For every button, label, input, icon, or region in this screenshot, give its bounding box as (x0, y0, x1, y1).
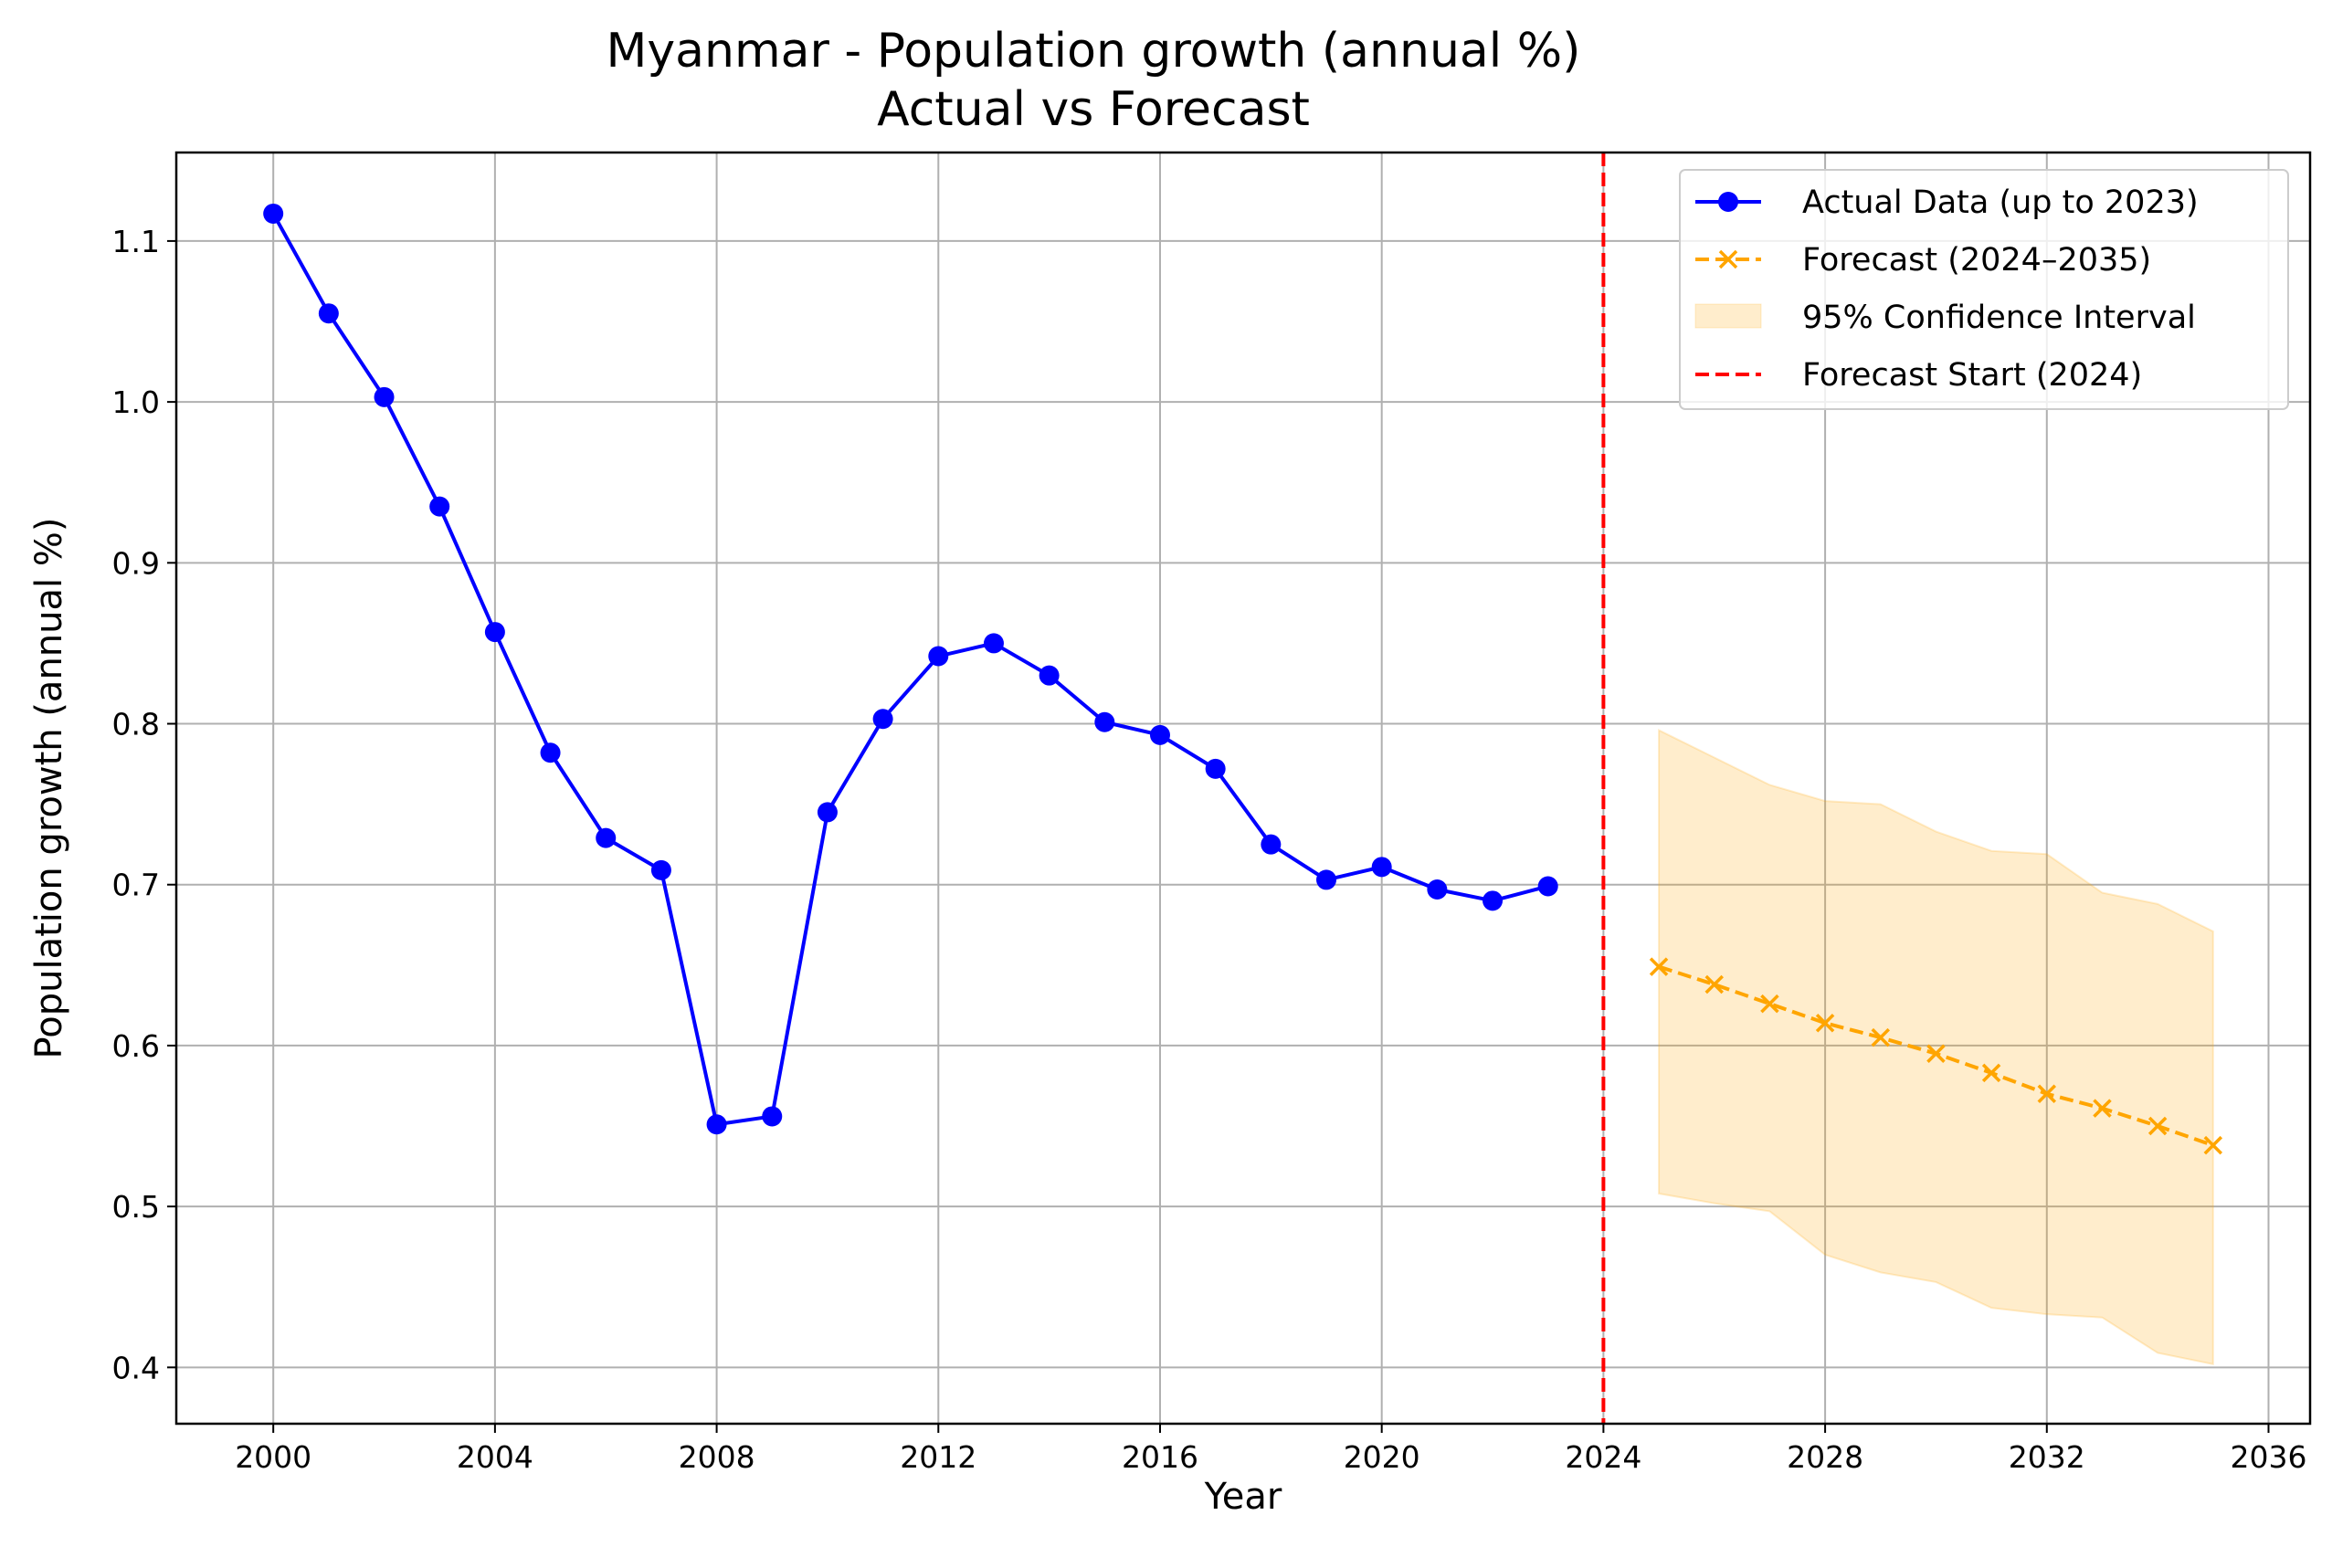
forecast-point (2203, 1135, 2223, 1155)
forecast-point (1926, 1044, 1946, 1063)
actual-point (1483, 890, 1504, 911)
actual-point (1427, 879, 1448, 900)
forecast-point (1649, 957, 1669, 976)
y-tick-label: 0.7 (112, 868, 160, 903)
legend-ci-swatch (1694, 303, 1762, 329)
actual-point (1371, 857, 1392, 878)
y-axis-ticks: 0.4 0.5 0.6 0.7 0.8 0.9 1.0 1.1 (112, 224, 176, 1385)
legend-item-forecast: Forecast (2024–2035) (1695, 242, 2151, 279)
actual-point (650, 859, 671, 880)
confidence-interval (1658, 728, 2214, 1366)
legend-item-forecast-start: Forecast Start (2024) (1695, 357, 2142, 394)
legend: Actual Data (up to 2023) Forecast (2024–… (1679, 169, 2289, 410)
actual-point (1261, 834, 1282, 855)
confidence-interval-band (1658, 728, 2214, 1366)
y-tick-label: 0.9 (112, 545, 160, 581)
x-tick-label: 2024 (1565, 1439, 1641, 1475)
plot-frame (174, 151, 2312, 1426)
forecast-point (2037, 1084, 2057, 1104)
actual-point (983, 633, 1004, 654)
x-tick-label: 2016 (1122, 1439, 1198, 1475)
actual-point (1094, 711, 1115, 732)
legend-forecast-marker-swatch (1718, 249, 1738, 269)
actual-point (263, 203, 284, 224)
actual-point (1537, 876, 1558, 897)
legend-label-ci: 95% Confidence Interval (1802, 300, 2196, 336)
actual-point (374, 386, 395, 407)
y-tick-label: 0.5 (112, 1189, 160, 1225)
forecast-point (2147, 1116, 2168, 1136)
legend-box (1679, 169, 2289, 410)
x-tick-label: 2020 (1344, 1439, 1420, 1475)
forecast-point (1815, 1014, 1835, 1033)
legend-label-forecast: Forecast (2024–2035) (1802, 242, 2151, 279)
actual-point (1149, 724, 1170, 745)
legend-label-forecast-start: Forecast Start (2024) (1802, 357, 2142, 394)
x-tick-label: 2012 (900, 1439, 976, 1475)
x-axis-label: Year (1204, 1476, 1282, 1518)
actual-point (872, 709, 893, 730)
actual-point (817, 802, 838, 823)
x-axis-ticks: 2000 2004 2008 2012 2016 2020 2024 2028 2032 2036 (235, 1424, 2306, 1475)
actual-point (762, 1106, 783, 1127)
legend-item-ci: 95% Confidence Interval (1694, 300, 2196, 336)
series-group (263, 203, 2223, 1155)
y-tick-label: 1.0 (112, 384, 160, 420)
x-tick-label: 2032 (2009, 1439, 2085, 1475)
x-tick-label: 2036 (2231, 1439, 2307, 1475)
actual-point (540, 742, 561, 763)
y-axis-label: Population growth (annual %) (28, 518, 70, 1059)
actual-point (1316, 869, 1337, 890)
x-tick-label: 2004 (457, 1439, 533, 1475)
y-tick-label: 0.4 (112, 1350, 160, 1385)
forecast-point (1760, 994, 1779, 1014)
forecast-point (1981, 1063, 2001, 1083)
actual-point (1039, 665, 1060, 686)
forecast-point (1704, 974, 1724, 994)
x-tick-label: 2028 (1787, 1439, 1863, 1475)
actual-point (1205, 758, 1226, 779)
actual-point (596, 827, 617, 848)
actual-point (429, 496, 450, 517)
forecast-point (1871, 1027, 1891, 1047)
legend-item-actual: Actual Data (up to 2023) (1695, 184, 2199, 221)
y-tick-label: 1.1 (112, 224, 160, 259)
x-tick-label: 2008 (679, 1439, 755, 1475)
y-tick-label: 0.6 (112, 1028, 160, 1064)
y-tick-label: 0.8 (112, 707, 160, 742)
forecast-point (2093, 1099, 2112, 1118)
legend-label-actual: Actual Data (up to 2023) (1802, 184, 2199, 221)
actual-point (484, 622, 505, 643)
actual-point (706, 1114, 727, 1135)
chart-subtitle: Actual vs Forecast (877, 82, 1310, 137)
actual-point (928, 646, 949, 667)
actual-point (318, 303, 339, 324)
chart-title: Myanmar - Population growth (annual %) (607, 24, 1581, 79)
x-tick-label: 2000 (235, 1439, 311, 1475)
legend-actual-marker-swatch (1718, 192, 1738, 212)
